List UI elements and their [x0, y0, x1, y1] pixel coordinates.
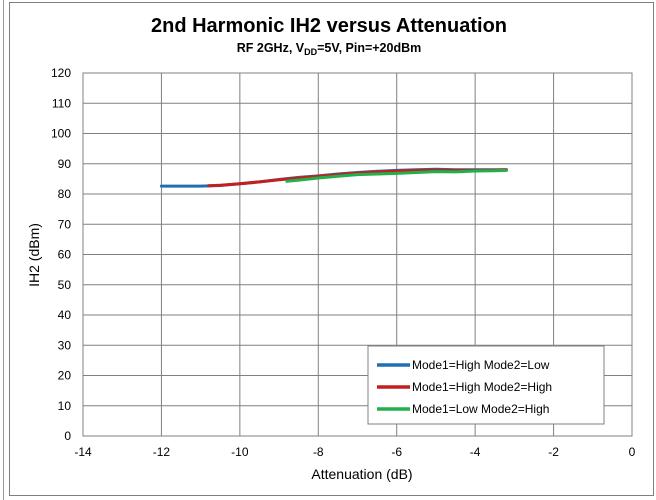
y-tick-label: 0 [64, 429, 71, 443]
x-tick-label: -6 [391, 445, 402, 459]
y-tick-label: 90 [58, 157, 72, 171]
legend-label-2: Mode1=High Mode2=High [412, 380, 552, 394]
y-tick-label: 70 [58, 217, 72, 231]
legend-label-1: Mode1=High Mode2=Low [412, 358, 550, 372]
x-tick-label: -2 [548, 445, 559, 459]
subtitle-subscript: DD [304, 47, 317, 57]
x-tick-label: -12 [153, 445, 171, 459]
subtitle-suffix: =5V, Pin=+20dBm [317, 41, 421, 55]
y-axis-label: IH2 (dBm) [26, 223, 42, 287]
y-tick-label: 100 [51, 127, 71, 141]
legend: Mode1=High Mode2=Low Mode1=High Mode2=Hig… [367, 345, 605, 425]
x-tick-label: -10 [231, 445, 249, 459]
left-edge-divider [0, 0, 4, 500]
x-tick-labels: -14 -12 -10 -8 -6 -4 -2 0 [74, 445, 635, 459]
y-tick-labels: 0 10 20 30 40 50 60 70 80 90 100 110 120 [51, 66, 71, 443]
x-tick-label: 0 [629, 445, 636, 459]
y-tick-label: 120 [51, 66, 71, 80]
y-tick-label: 80 [58, 187, 72, 201]
series-line-3 [285, 168, 508, 183]
legend-box [367, 345, 605, 425]
y-tick-label: 10 [58, 399, 72, 413]
y-tick-label: 50 [58, 278, 72, 292]
chart-subtitle: RF 2GHz, VDD=5V, Pin=+20dBm [237, 41, 422, 57]
y-tick-label: 20 [58, 369, 72, 383]
subtitle-prefix: RF 2GHz, V [237, 41, 305, 55]
x-tick-label: -4 [470, 445, 481, 459]
legend-label-3: Mode1=Low Mode2=High [412, 402, 549, 416]
y-tick-label: 40 [58, 308, 72, 322]
x-tick-label: -14 [74, 445, 92, 459]
series-lines [159, 167, 508, 188]
y-tick-label: 60 [58, 248, 72, 262]
plot-area-border [82, 72, 633, 437]
y-tick-label: 30 [58, 338, 72, 352]
x-tick-label: -8 [313, 445, 324, 459]
x-axis-label: Attenuation (dB) [311, 466, 412, 482]
y-tick-label: 110 [52, 96, 71, 110]
chart-title: 2nd Harmonic IH2 versus Attenuation [151, 15, 507, 37]
